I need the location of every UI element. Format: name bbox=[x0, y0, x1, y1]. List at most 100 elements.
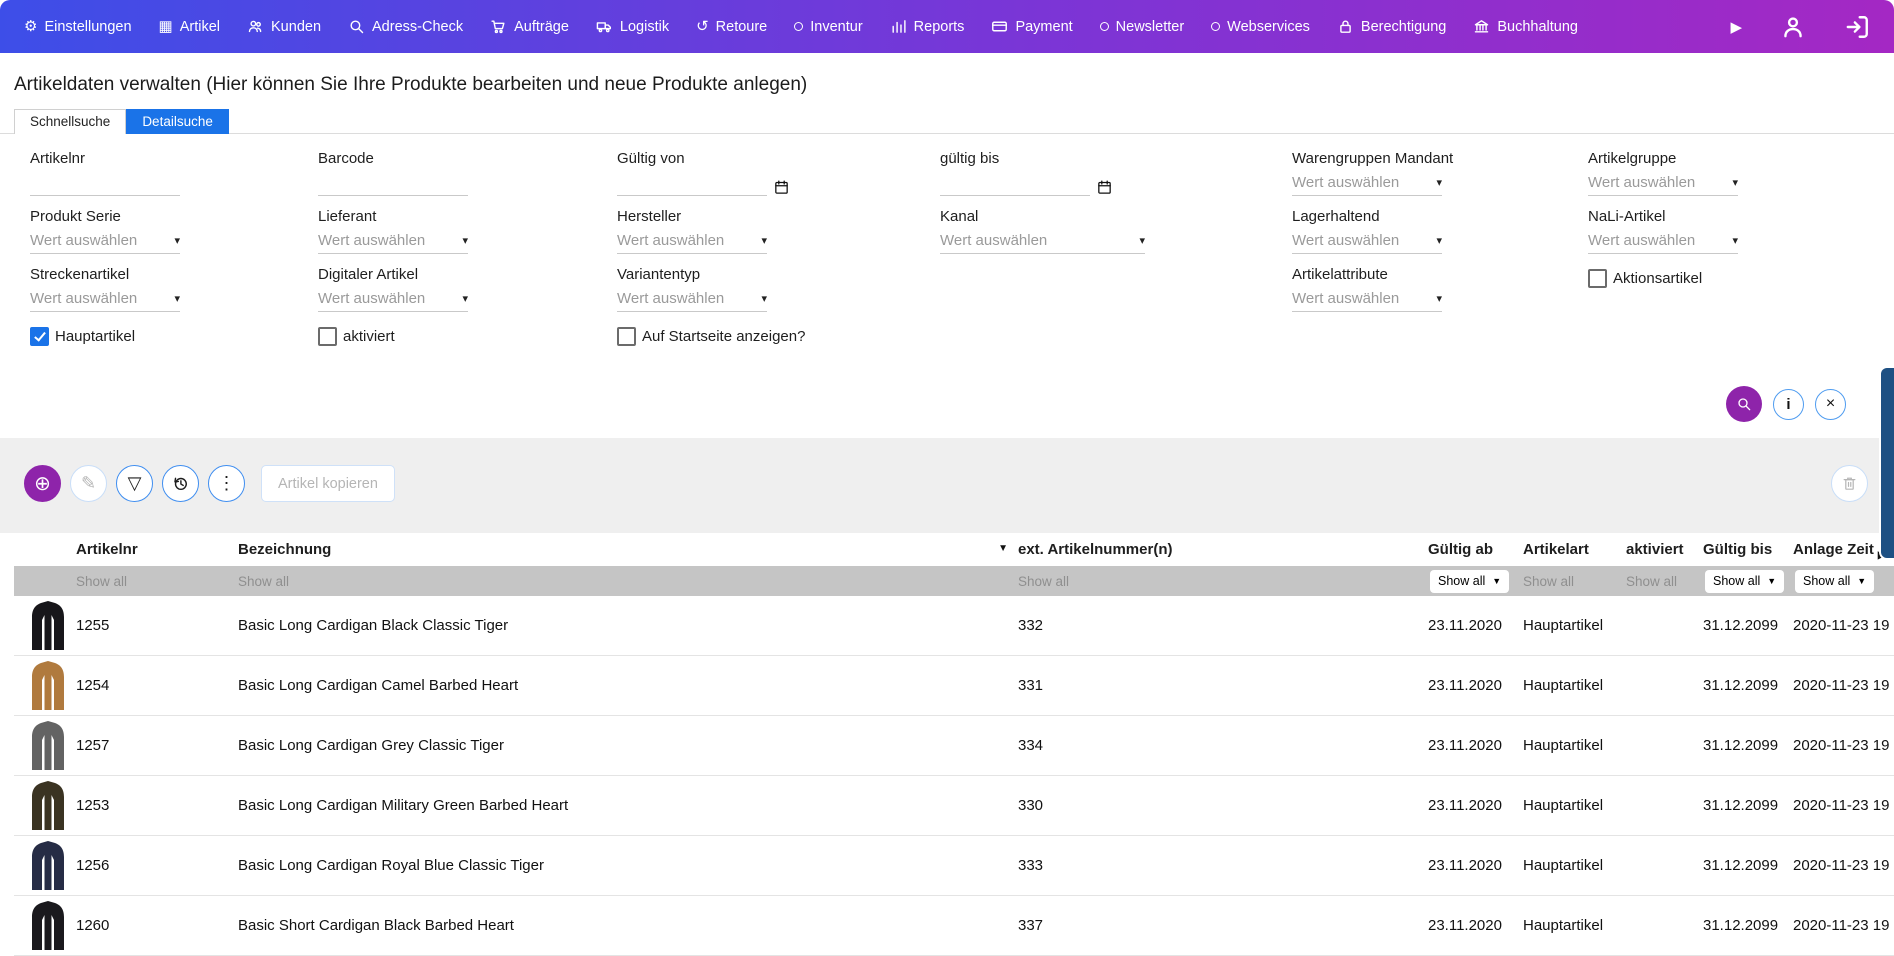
column-header-aktiviert[interactable]: aktiviert bbox=[1626, 541, 1703, 558]
close-filter-button[interactable]: × bbox=[1815, 388, 1846, 420]
digitaler-artikel-select[interactable]: Wert auswählen ▾ bbox=[318, 290, 468, 312]
more-actions-button[interactable]: ⋮ bbox=[208, 465, 245, 502]
select-placeholder: Wert auswählen bbox=[318, 290, 426, 307]
column-filter-anlage-zeit: Show all ▼ bbox=[1793, 569, 1894, 593]
calendar-icon[interactable] bbox=[773, 179, 790, 196]
lagerhaltend-select[interactable]: Wert auswählen ▾ bbox=[1292, 232, 1442, 254]
table-row[interactable]: 1254 Basic Long Cardigan Camel Barbed Hea… bbox=[14, 656, 1894, 716]
column-header-gultig-ab[interactable]: Gültig ab bbox=[1428, 541, 1523, 558]
search-icon bbox=[1736, 396, 1752, 412]
lieferant-select[interactable]: Wert auswählen ▾ bbox=[318, 232, 468, 254]
nav-item-logistik[interactable]: Logistik bbox=[596, 18, 669, 35]
edit-article-button[interactable]: ✎ bbox=[70, 465, 107, 502]
table-row[interactable]: 1257 Basic Long Cardigan Grey Classic Tig… bbox=[14, 716, 1894, 776]
filter-button[interactable]: ▽ bbox=[116, 465, 153, 502]
artikelattribute-select[interactable]: Wert auswählen ▾ bbox=[1292, 290, 1442, 312]
streckenartikel-select[interactable]: Wert auswählen ▾ bbox=[30, 290, 180, 312]
column-header-gultig-bis[interactable]: Gültig bis bbox=[1703, 541, 1793, 558]
checkbox-icon[interactable] bbox=[1588, 269, 1607, 288]
artikelgruppe-select[interactable]: Wert auswählen ▾ bbox=[1588, 174, 1738, 196]
table-row[interactable]: 1260 Basic Short Cardigan Black Barbed He… bbox=[14, 896, 1894, 956]
column-header-anlage-zeit[interactable]: Anlage Zeit▶ bbox=[1793, 541, 1894, 561]
nav-item-einstellungen[interactable]: ⚙ Einstellungen bbox=[24, 19, 132, 35]
table-row[interactable]: 1253 Basic Long Cardigan Military Green B… bbox=[14, 776, 1894, 836]
nav-item-berechtigung[interactable]: Berechtigung bbox=[1337, 18, 1446, 35]
chevron-down-icon: ▾ bbox=[1732, 177, 1738, 189]
nav-item-inventur[interactable]: Inventur bbox=[794, 19, 863, 35]
show-all-filter[interactable]: Show all bbox=[1626, 573, 1678, 589]
history-button[interactable] bbox=[162, 465, 199, 502]
checkbox-icon[interactable] bbox=[617, 327, 636, 346]
show-all-filter[interactable]: Show all bbox=[238, 573, 290, 589]
column-header-artikelnr[interactable]: Artikelnr bbox=[76, 541, 238, 558]
column-header-label: Bezeichnung bbox=[238, 541, 332, 558]
delete-button[interactable] bbox=[1831, 465, 1868, 502]
logout-icon[interactable] bbox=[1844, 14, 1870, 40]
nav-item-newsletter[interactable]: Newsletter bbox=[1099, 19, 1184, 35]
barcode-input[interactable] bbox=[318, 174, 468, 196]
show-all-filter[interactable]: Show all bbox=[1523, 573, 1575, 589]
field-label: Warengruppen Mandant bbox=[1292, 150, 1454, 167]
column-header-bezeichnung[interactable]: Bezeichnung ▼ bbox=[238, 541, 1018, 558]
nav-item-retoure[interactable]: ↺ Retoure bbox=[696, 19, 767, 35]
dot-icon bbox=[1099, 22, 1109, 31]
show-all-label: Show all bbox=[1438, 574, 1486, 588]
column-header-ext-artikelnummer-n[interactable]: ext. Artikelnummer(n) bbox=[1018, 541, 1428, 558]
add-article-button[interactable]: ⊕ bbox=[24, 465, 61, 502]
nav-item-payment[interactable]: Payment bbox=[991, 18, 1073, 35]
checkbox-icon[interactable] bbox=[318, 327, 337, 346]
nav-item-kunden[interactable]: Kunden bbox=[247, 18, 321, 35]
produkt-serie-select[interactable]: Wert auswählen ▾ bbox=[30, 232, 180, 254]
artikelnr-input[interactable] bbox=[30, 174, 180, 196]
filter-field-gultig-von: Gültig von bbox=[617, 150, 940, 198]
show-all-filter[interactable]: Show all bbox=[76, 573, 128, 589]
nav-item-webservices[interactable]: Webservices bbox=[1211, 19, 1310, 35]
show-all-dropdown[interactable]: Show all ▼ bbox=[1430, 569, 1510, 593]
filter-field-kanal: Kanal Wert auswählen ▾ bbox=[940, 208, 1292, 256]
nav-item-label: Adress-Check bbox=[372, 18, 464, 35]
nav-item-artikel[interactable]: ▦ Artikel bbox=[159, 19, 220, 35]
checkbox-aktiviert[interactable]: aktiviert bbox=[318, 327, 617, 346]
field-label: Digitaler Artikel bbox=[318, 266, 419, 283]
kanal-select[interactable]: Wert auswählen ▾ bbox=[940, 232, 1145, 254]
nali-artikel-select[interactable]: Wert auswählen ▾ bbox=[1588, 232, 1738, 254]
nav-item-buchhaltung[interactable]: Buchhaltung bbox=[1473, 18, 1578, 35]
gueltig-ab-cell: 23.11.2020 bbox=[1428, 617, 1502, 634]
ext-nr-cell: 334 bbox=[1018, 737, 1044, 754]
gultig-von-input[interactable] bbox=[617, 174, 767, 196]
gultig-bis-input[interactable] bbox=[940, 174, 1090, 196]
checkbox-aktionsartikel[interactable]: Aktionsartikel bbox=[1588, 269, 1864, 288]
chevron-down-icon: ▾ bbox=[1436, 293, 1442, 305]
chart-icon bbox=[890, 18, 907, 35]
cardigan-grey-long-image bbox=[28, 720, 68, 772]
nav-item-adress-check[interactable]: Adress-Check bbox=[348, 18, 463, 35]
warengruppen-mandant-select[interactable]: Wert auswählen ▾ bbox=[1292, 174, 1442, 196]
user-account-icon[interactable] bbox=[1780, 14, 1806, 40]
show-all-filter[interactable]: Show all bbox=[1018, 573, 1070, 589]
side-panel-tab[interactable] bbox=[1881, 368, 1894, 558]
variantentyp-select[interactable]: Wert auswählen ▾ bbox=[617, 290, 767, 312]
aktiviert-cell bbox=[1626, 857, 1703, 874]
filter-field-lieferant: Lieferant Wert auswählen ▾ bbox=[318, 208, 617, 256]
calendar-icon[interactable] bbox=[1096, 179, 1113, 196]
hersteller-select[interactable]: Wert auswählen ▾ bbox=[617, 232, 767, 254]
nav-item-reports[interactable]: Reports bbox=[890, 18, 964, 35]
checkbox-hauptartikel[interactable]: Hauptartikel bbox=[30, 327, 318, 346]
table-row[interactable]: 1256 Basic Long Cardigan Royal Blue Class… bbox=[14, 836, 1894, 896]
show-all-dropdown[interactable]: Show all ▼ bbox=[1795, 569, 1875, 593]
copy-article-button[interactable]: Artikel kopieren bbox=[261, 465, 395, 502]
search-button[interactable] bbox=[1726, 386, 1762, 422]
table-filter-row: Show all Show all Show all Show all ▼ Show al… bbox=[14, 566, 1894, 596]
tab-detailsuche[interactable]: Detailsuche bbox=[126, 109, 229, 134]
table-row[interactable]: 1255 Basic Long Cardigan Black Classic Ti… bbox=[14, 596, 1894, 656]
nav-more-arrow-icon[interactable]: ▶ bbox=[1730, 18, 1742, 36]
aktiviert-cell bbox=[1626, 917, 1703, 934]
product-image-cell bbox=[14, 900, 76, 952]
checkbox-icon[interactable] bbox=[30, 327, 49, 346]
tab-schnellsuche[interactable]: Schnellsuche bbox=[14, 109, 127, 134]
column-header-artikelart[interactable]: Artikelart bbox=[1523, 541, 1626, 558]
nav-item-auftrage[interactable]: Aufträge bbox=[490, 18, 569, 35]
checkbox-auf-startseite-anzeigen[interactable]: Auf Startseite anzeigen? bbox=[617, 327, 940, 346]
show-all-dropdown[interactable]: Show all ▼ bbox=[1705, 569, 1785, 593]
info-button[interactable]: i bbox=[1773, 388, 1804, 420]
